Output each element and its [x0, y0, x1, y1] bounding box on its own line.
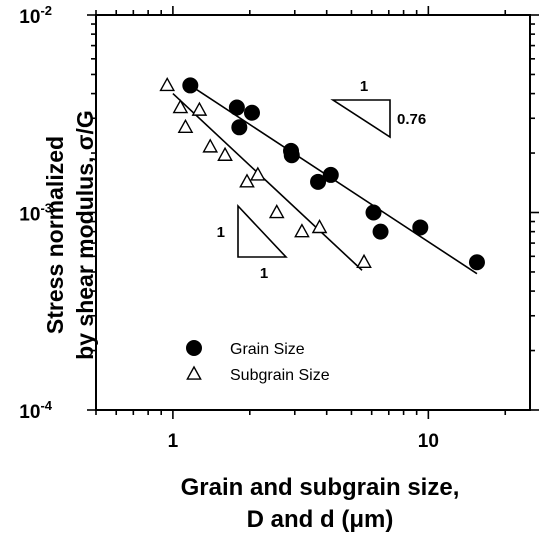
subgrain-size-point — [356, 253, 372, 268]
subgrain-size-point — [217, 146, 233, 161]
legend-grain-size-marker — [186, 340, 202, 356]
x-axis-label-line-1: Grain and subgrain size, — [180, 474, 460, 501]
y-axis-label: Stress normalized by shear modulus, σ/G — [40, 35, 100, 435]
slope-triangle-0.76 — [330, 99, 391, 139]
grain-size-point — [365, 204, 382, 221]
subgrain-size-point — [172, 99, 189, 114]
plot-frame — [95, 14, 531, 411]
slope-rise-label-1: 1 — [217, 224, 225, 241]
grain-size-point — [372, 223, 389, 240]
grain-size-point — [412, 219, 429, 236]
subgrain-size-fit-line — [172, 93, 363, 271]
y-tick-label: 10-4 — [19, 398, 52, 423]
x-tick-label: 1 — [168, 431, 179, 452]
legend-subgrain-size-label: Subgrain Size — [230, 367, 330, 384]
x-axis-label: Grain and subgrain size, D and d (μm) — [110, 472, 530, 536]
slope-rise-label-0.76: 0.76 — [397, 111, 426, 128]
legend-grain-size-label: Grain Size — [230, 341, 305, 358]
subgrain-size-point — [268, 204, 285, 219]
grain-size-point — [468, 254, 485, 271]
slope-run-label-1: 1 — [260, 265, 268, 282]
grain-size-point — [231, 119, 248, 136]
subgrain-size-point — [311, 219, 328, 234]
y-axis-label-line-2: by shear modulus, σ/G — [72, 110, 98, 360]
x-tick-label: 10 — [418, 431, 439, 452]
x-axis-label-line-2: D and d (μm) — [246, 506, 394, 533]
y-tick-label: 10-3 — [19, 201, 52, 226]
subgrain-size-point — [294, 223, 310, 238]
subgrain-size-point — [177, 118, 194, 134]
slope-triangle-1 — [237, 203, 288, 258]
grain-size-point — [283, 147, 300, 164]
subgrain-size-point — [202, 138, 219, 153]
subgrain-size-point — [159, 76, 176, 92]
grain-size-point — [322, 166, 339, 183]
legend-subgrain-size-marker — [186, 365, 202, 380]
subgrain-size-point — [249, 166, 266, 181]
grain-size-point — [182, 77, 199, 94]
subgrain-size-point — [239, 173, 255, 188]
slope-run-label-0.76: 1 — [360, 78, 368, 95]
grain-size-point — [243, 104, 260, 121]
grain-size-point — [310, 173, 327, 190]
grain-size-point — [228, 99, 245, 116]
y-axis-label-line-1: Stress normalized — [42, 135, 68, 335]
y-tick-label: 10-2 — [19, 3, 52, 28]
subgrain-size-point — [191, 101, 208, 116]
